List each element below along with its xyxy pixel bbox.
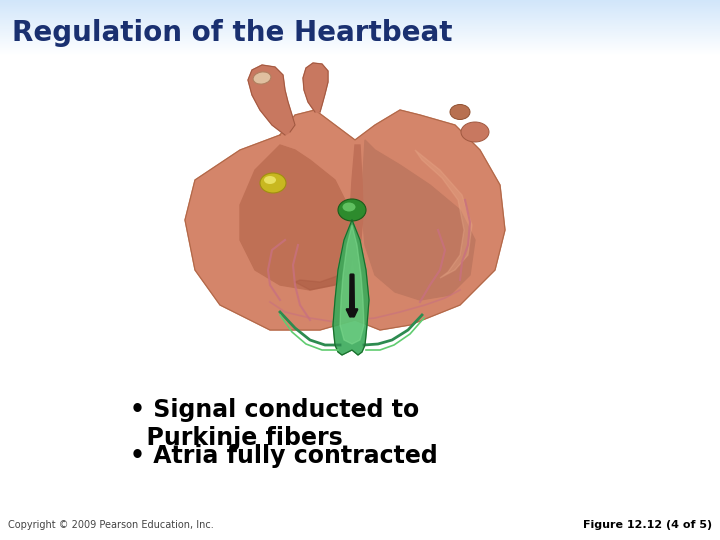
Text: Figure 12.12 (4 of 5): Figure 12.12 (4 of 5) (583, 520, 712, 530)
Text: • Atria fully contracted: • Atria fully contracted (130, 444, 438, 468)
Polygon shape (362, 140, 475, 300)
Polygon shape (415, 150, 472, 278)
Text: Regulation of the Heartbeat: Regulation of the Heartbeat (12, 19, 452, 47)
Polygon shape (248, 65, 295, 135)
Polygon shape (303, 63, 328, 112)
Polygon shape (350, 145, 363, 275)
Polygon shape (333, 220, 369, 355)
Ellipse shape (343, 202, 356, 212)
Text: • Signal conducted to
  Purkinje fibers: • Signal conducted to Purkinje fibers (130, 398, 419, 450)
Polygon shape (295, 230, 356, 290)
Polygon shape (185, 110, 505, 330)
Ellipse shape (253, 72, 271, 84)
Polygon shape (240, 145, 355, 290)
Ellipse shape (264, 176, 276, 184)
Text: Copyright © 2009 Pearson Education, Inc.: Copyright © 2009 Pearson Education, Inc. (8, 520, 214, 530)
Ellipse shape (461, 122, 489, 142)
Polygon shape (340, 225, 364, 344)
Ellipse shape (260, 173, 286, 193)
Ellipse shape (450, 105, 470, 119)
Ellipse shape (338, 199, 366, 221)
